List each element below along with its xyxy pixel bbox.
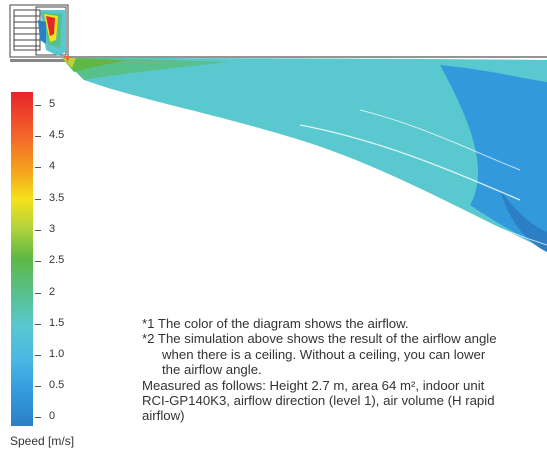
note-2-line-2: when there is a ceiling. Without a ceili… [142, 347, 547, 362]
speed-color-scale [11, 92, 33, 426]
tick-dash [35, 105, 41, 106]
tick-dash [35, 417, 41, 418]
outlet-flow [38, 10, 66, 56]
tick-label: 1.0 [49, 348, 64, 360]
airflow-plume [62, 56, 547, 252]
note-2-line-3: the airflow angle. [142, 362, 547, 377]
tick-dash [35, 261, 41, 262]
legend-title: Speed [m/s] [10, 434, 74, 448]
tick-label: 5 [49, 98, 55, 110]
measured-line-1: Measured as follows: Height 2.7 m, area … [142, 378, 547, 393]
tick-dash [35, 324, 41, 325]
tick-label: 0 [49, 410, 55, 422]
tick-label: 2 [49, 286, 55, 298]
measured-line-3: airflow) [142, 408, 547, 423]
measured-line-2: RCI-GP140K3, airflow direction (level 1)… [142, 393, 547, 408]
tick-label: 4.5 [49, 129, 64, 141]
ceiling-edge [10, 59, 70, 62]
tick-dash [35, 167, 41, 168]
tick-label: 2.5 [49, 254, 64, 266]
tick-dash [35, 230, 41, 231]
note-2-line-1: *2 The simulation above shows the result… [142, 331, 547, 346]
tick-label: 1.5 [49, 317, 64, 329]
tick-label: 3 [49, 223, 55, 235]
tick-dash [35, 199, 41, 200]
notes-block: *1 The color of the diagram shows the ai… [142, 316, 547, 424]
tick-dash [35, 136, 41, 137]
tick-label: 4 [49, 160, 55, 172]
tick-dash [35, 355, 41, 356]
tick-dash [35, 386, 41, 387]
note-1: *1 The color of the diagram shows the ai… [142, 316, 547, 331]
tick-label: 0.5 [49, 379, 64, 391]
tick-label: 3.5 [49, 192, 64, 204]
tick-dash [35, 293, 41, 294]
